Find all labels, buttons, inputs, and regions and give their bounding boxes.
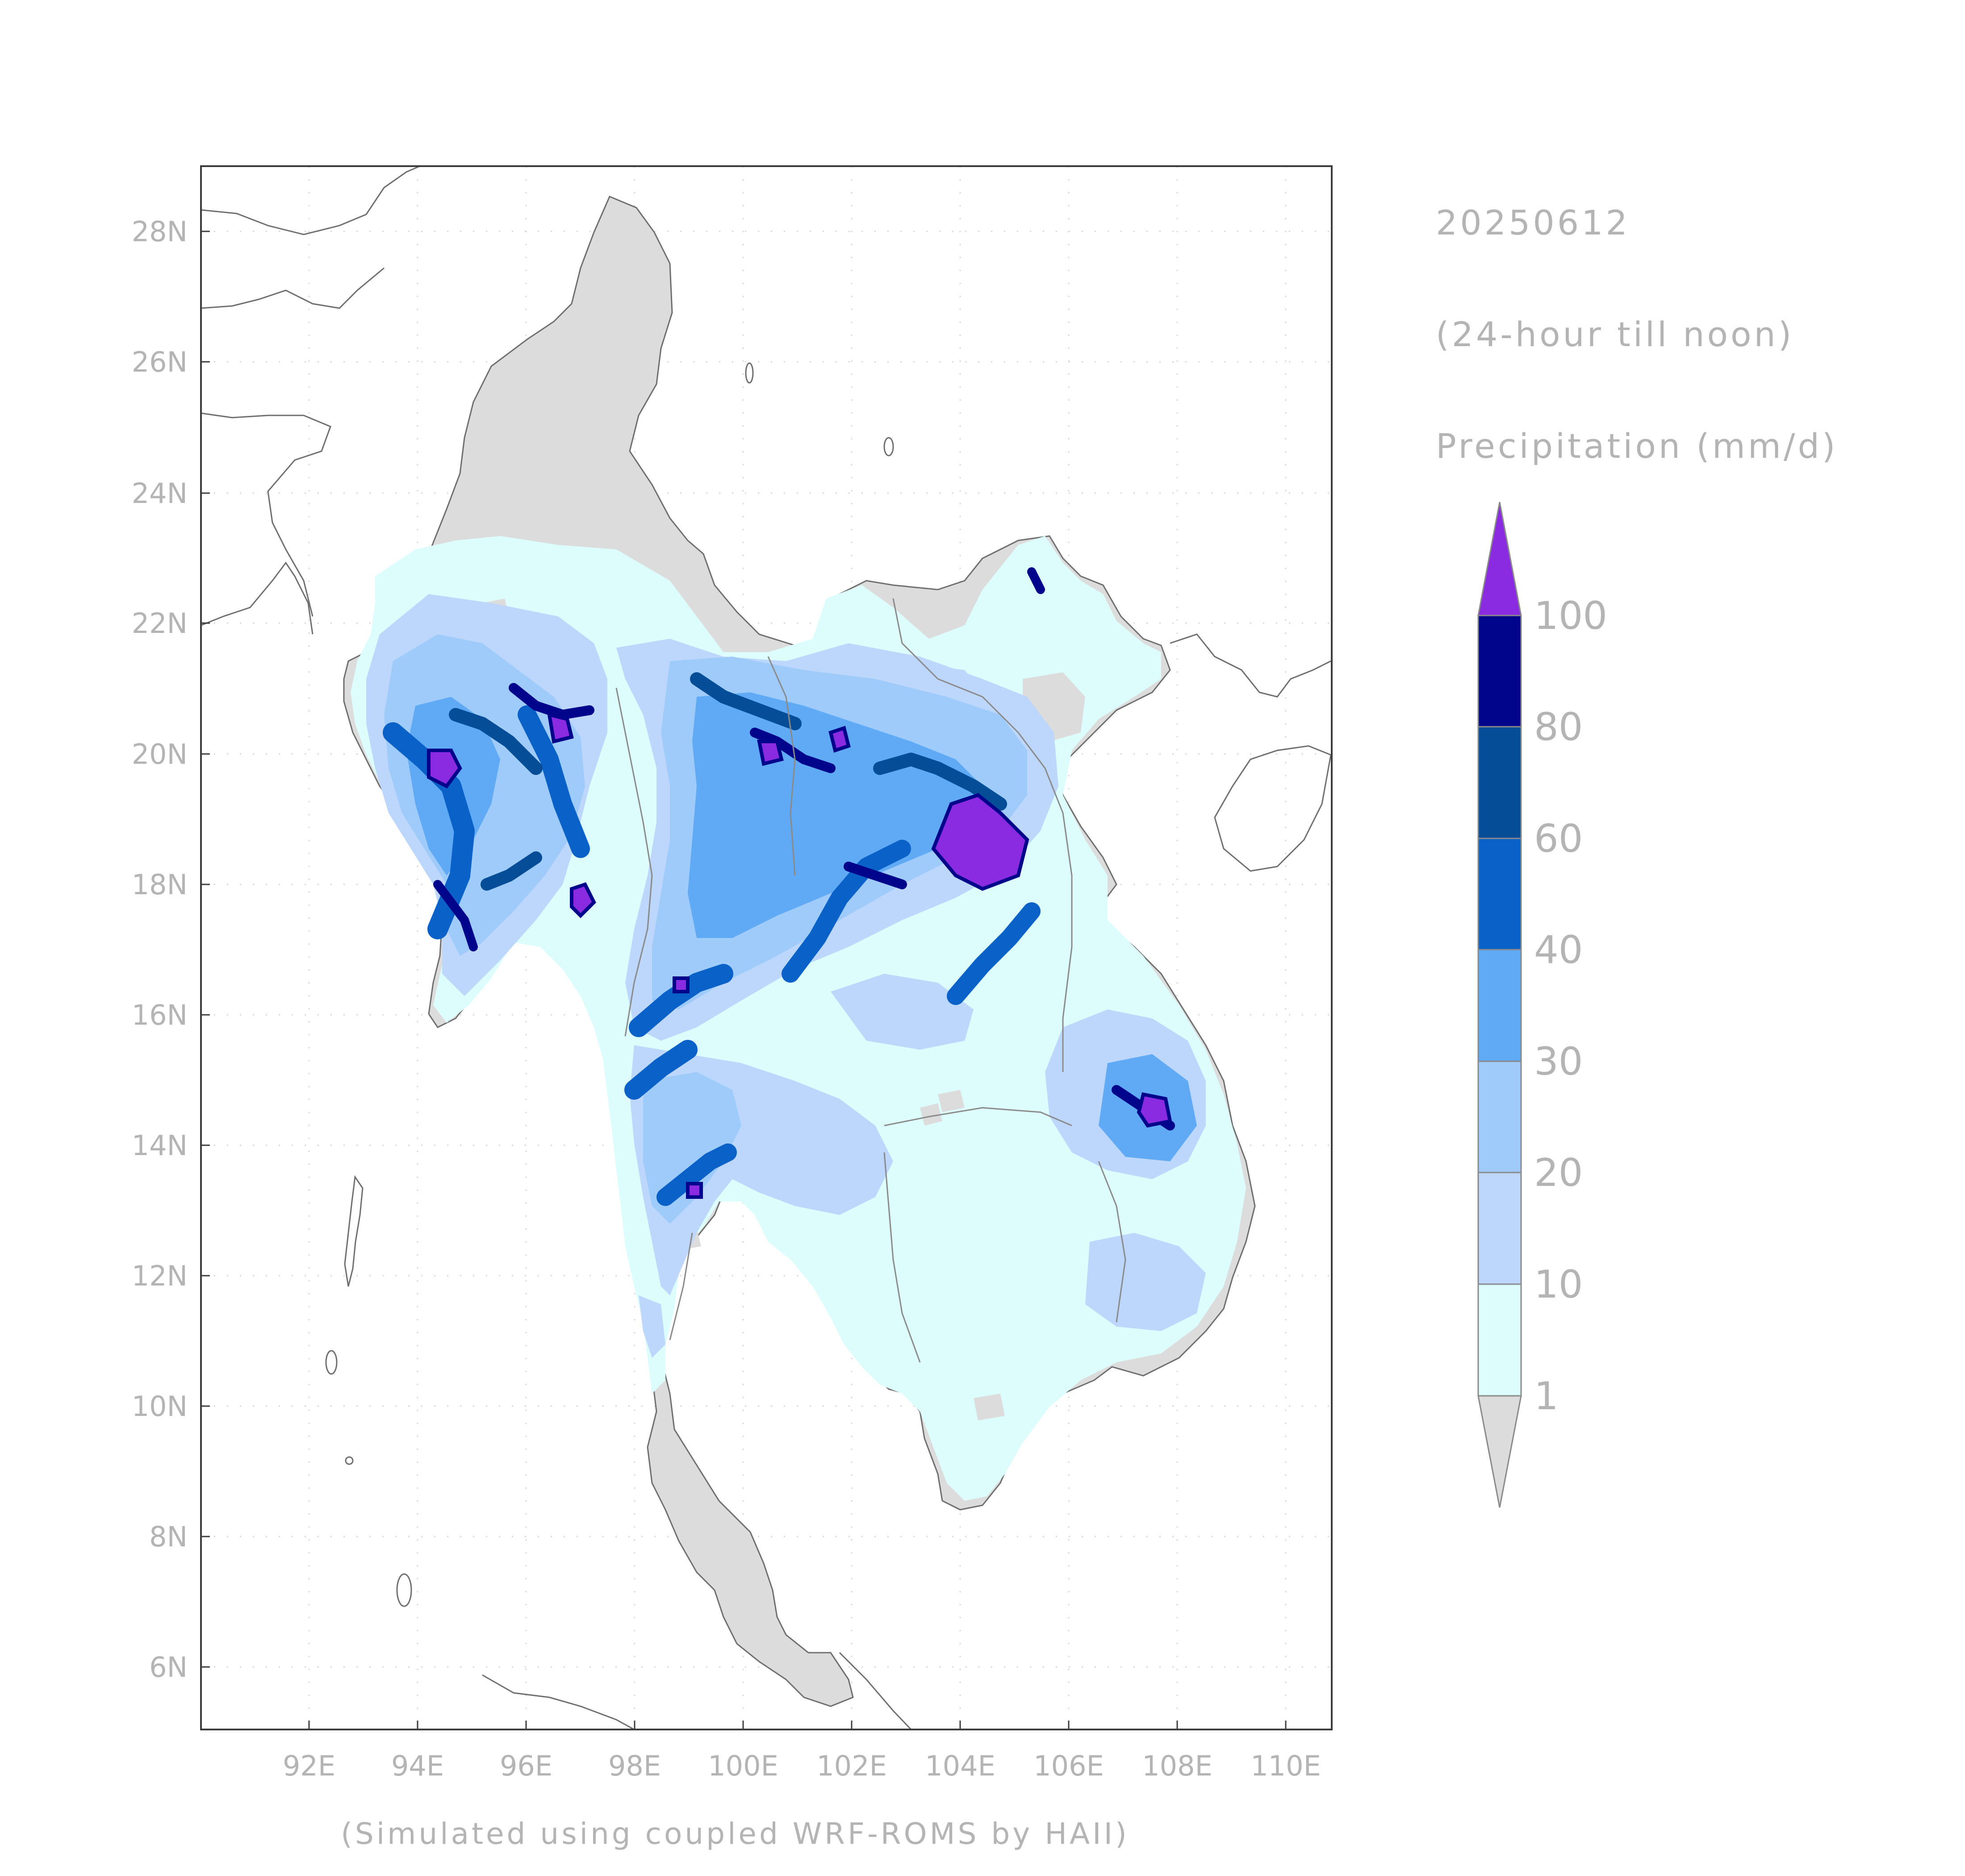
colorbar-below-1-triangle [1477,1395,1522,1508]
lat-tick-label: 14N [132,1129,188,1162]
lon-tick-label: 96E [500,1750,552,1782]
lon-tick-label: 108E [1142,1750,1212,1782]
lat-tick-label: 26N [132,346,188,378]
colorbar-label: 80 [1534,705,1583,750]
colorbar-80-100 [1478,616,1521,727]
colorbar-40-60 [1478,838,1521,950]
colorbar-label: 40 [1534,928,1583,972]
lat-tick-label: 22N [132,607,188,640]
map-header: 20250612 (24-hour till noon) Precipitati… [1436,203,1838,466]
forecast-date: 20250612 [1436,203,1630,243]
lat-tick-label: 16N [132,999,188,1031]
lon-tick-label: 92E [283,1750,335,1782]
colorbar-1-10 [1478,1284,1521,1396]
colorbar-10-20 [1478,1172,1521,1284]
lat-tick-label: 12N [132,1260,188,1292]
andaman-islands [325,362,894,1607]
lat-tick-label: 6N [149,1651,188,1683]
lon-tick-label: 94E [391,1750,444,1782]
colorbar-label: 20 [1534,1151,1583,1195]
lat-tick-label: 20N [132,738,188,770]
colorbar-label: 60 [1534,817,1583,861]
lat-tick-label: 24N [132,477,188,510]
lat-tick-label: 10N [132,1390,188,1423]
variable-title: Precipitation (mm/d) [1436,426,1838,466]
accumulation-period: (24-hour till noon) [1436,314,1794,354]
lat-tick-label: 28N [132,215,188,248]
colorbar-30-40 [1478,950,1521,1061]
lon-tick-label: 98E [608,1750,661,1782]
lat-tick-label: 18N [132,868,188,901]
lon-tick-label: 100E [708,1750,778,1782]
lat-tick-label: 8N [149,1520,188,1553]
colorbar-label: 10 [1534,1262,1583,1307]
lon-tick-label: 104E [925,1750,995,1782]
lon-tick-label: 102E [816,1750,887,1782]
colorbar-60-80 [1478,727,1521,838]
country-borders [615,598,1126,1363]
colorbar-label: 100 [1534,594,1607,638]
precipitation-colorbar: 1 10 20 30 40 60 80 100 [1477,502,1607,1508]
latitude-axis: 28N 26N 24N 22N 20N 18N 16N 14N 12N 10N … [132,215,210,1683]
colorbar-label: 1 [1534,1374,1559,1419]
coastlines [201,165,1332,1730]
lon-tick-label: 110E [1250,1750,1321,1782]
model-credit: (Simulated using coupled WRF-ROMS by HAI… [341,1817,1129,1851]
colorbar-20-30 [1478,1061,1521,1172]
colorbar-label: 30 [1534,1039,1583,1084]
lon-tick-label: 106E [1033,1750,1104,1782]
precip-above-100 [427,712,1172,1199]
colorbar-above-100-triangle [1477,502,1522,616]
map-panel [200,165,1333,1730]
longitude-axis: 92E 94E 96E 98E 100E 102E 104E 106E 108E… [283,1721,1321,1782]
